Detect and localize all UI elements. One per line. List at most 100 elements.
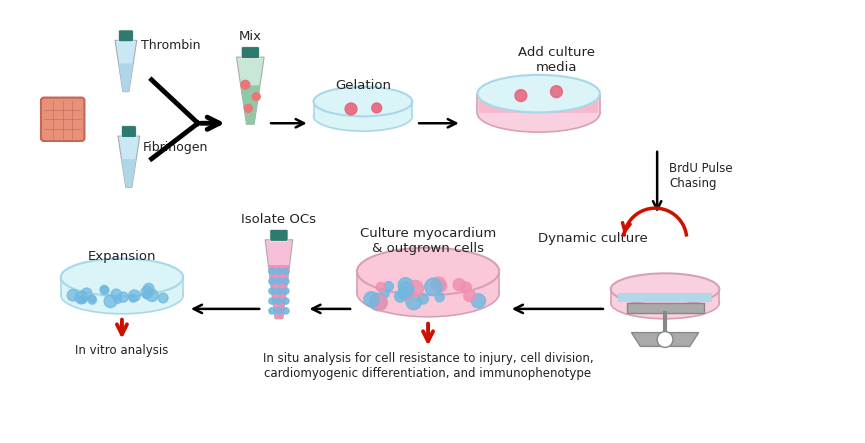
Circle shape bbox=[435, 280, 446, 291]
FancyBboxPatch shape bbox=[626, 303, 703, 313]
Circle shape bbox=[400, 287, 412, 300]
Ellipse shape bbox=[477, 95, 599, 132]
Circle shape bbox=[269, 268, 275, 275]
Circle shape bbox=[119, 292, 128, 302]
Circle shape bbox=[407, 280, 424, 297]
FancyBboxPatch shape bbox=[119, 30, 133, 42]
Circle shape bbox=[418, 293, 428, 304]
Text: BrdU Pulse
Chasing: BrdU Pulse Chasing bbox=[669, 162, 733, 190]
Circle shape bbox=[276, 268, 282, 275]
Circle shape bbox=[471, 294, 485, 308]
Circle shape bbox=[464, 290, 476, 301]
Circle shape bbox=[376, 283, 386, 292]
FancyBboxPatch shape bbox=[313, 101, 413, 117]
Circle shape bbox=[129, 290, 140, 302]
Ellipse shape bbox=[313, 101, 413, 131]
Text: Add culture
media: Add culture media bbox=[518, 46, 595, 74]
FancyBboxPatch shape bbox=[479, 101, 598, 113]
Circle shape bbox=[269, 288, 275, 294]
FancyBboxPatch shape bbox=[477, 93, 599, 113]
Circle shape bbox=[241, 80, 250, 89]
Polygon shape bbox=[118, 136, 140, 187]
Circle shape bbox=[283, 308, 289, 314]
Circle shape bbox=[276, 308, 282, 314]
Circle shape bbox=[245, 105, 253, 113]
Circle shape bbox=[369, 293, 387, 311]
Circle shape bbox=[88, 296, 96, 304]
Circle shape bbox=[80, 296, 87, 303]
Polygon shape bbox=[268, 265, 290, 319]
Circle shape bbox=[372, 103, 381, 113]
Circle shape bbox=[515, 89, 527, 101]
Circle shape bbox=[384, 282, 394, 291]
Circle shape bbox=[398, 278, 413, 293]
Circle shape bbox=[283, 268, 289, 275]
Circle shape bbox=[371, 295, 388, 311]
Circle shape bbox=[104, 295, 117, 307]
Circle shape bbox=[283, 278, 289, 284]
Text: Expansion: Expansion bbox=[87, 250, 157, 264]
FancyBboxPatch shape bbox=[270, 229, 288, 241]
FancyBboxPatch shape bbox=[241, 47, 260, 58]
Circle shape bbox=[394, 291, 407, 302]
Circle shape bbox=[453, 279, 465, 291]
Circle shape bbox=[253, 93, 260, 101]
FancyBboxPatch shape bbox=[41, 97, 85, 141]
Ellipse shape bbox=[357, 248, 499, 295]
Ellipse shape bbox=[61, 276, 183, 314]
Circle shape bbox=[158, 293, 168, 303]
Text: Dynamic culture: Dynamic culture bbox=[537, 232, 647, 245]
Circle shape bbox=[67, 289, 79, 301]
Ellipse shape bbox=[611, 273, 720, 305]
Circle shape bbox=[399, 282, 414, 297]
Text: Thrombin: Thrombin bbox=[141, 39, 200, 52]
Circle shape bbox=[283, 288, 289, 294]
Circle shape bbox=[461, 282, 471, 293]
Ellipse shape bbox=[477, 75, 599, 113]
Text: In vitro analysis: In vitro analysis bbox=[75, 345, 169, 358]
Ellipse shape bbox=[611, 287, 720, 319]
Polygon shape bbox=[121, 159, 136, 187]
Circle shape bbox=[146, 289, 158, 302]
Circle shape bbox=[435, 293, 444, 302]
Circle shape bbox=[269, 278, 275, 284]
Circle shape bbox=[657, 332, 673, 347]
FancyBboxPatch shape bbox=[618, 293, 713, 302]
Text: In situ analysis for cell resistance to injury, cell division,
cardiomyogenic di: In situ analysis for cell resistance to … bbox=[263, 352, 593, 381]
Circle shape bbox=[276, 298, 282, 304]
Circle shape bbox=[100, 286, 109, 295]
Polygon shape bbox=[240, 85, 260, 124]
Circle shape bbox=[425, 278, 442, 295]
Circle shape bbox=[380, 288, 389, 298]
Circle shape bbox=[276, 278, 282, 284]
Circle shape bbox=[432, 277, 445, 291]
Text: Gelation: Gelation bbox=[335, 79, 391, 92]
Circle shape bbox=[406, 294, 421, 310]
Circle shape bbox=[100, 285, 108, 293]
Ellipse shape bbox=[357, 269, 499, 317]
FancyBboxPatch shape bbox=[611, 289, 720, 303]
Polygon shape bbox=[236, 57, 264, 124]
Polygon shape bbox=[266, 240, 292, 319]
Circle shape bbox=[111, 289, 121, 299]
FancyBboxPatch shape bbox=[357, 272, 499, 293]
Circle shape bbox=[269, 308, 275, 314]
Polygon shape bbox=[119, 63, 133, 92]
Circle shape bbox=[129, 294, 137, 302]
Ellipse shape bbox=[313, 87, 413, 117]
Text: Mix: Mix bbox=[239, 30, 262, 43]
Circle shape bbox=[144, 283, 154, 294]
FancyBboxPatch shape bbox=[121, 126, 137, 138]
Circle shape bbox=[550, 86, 562, 97]
Text: Fibrinogen: Fibrinogen bbox=[143, 141, 208, 155]
Circle shape bbox=[143, 291, 151, 299]
Circle shape bbox=[283, 298, 289, 304]
Circle shape bbox=[364, 292, 379, 307]
Circle shape bbox=[269, 298, 275, 304]
Circle shape bbox=[141, 286, 153, 298]
Circle shape bbox=[276, 288, 282, 294]
Polygon shape bbox=[631, 333, 699, 346]
Circle shape bbox=[79, 296, 86, 303]
Circle shape bbox=[114, 296, 121, 303]
Circle shape bbox=[75, 291, 87, 304]
